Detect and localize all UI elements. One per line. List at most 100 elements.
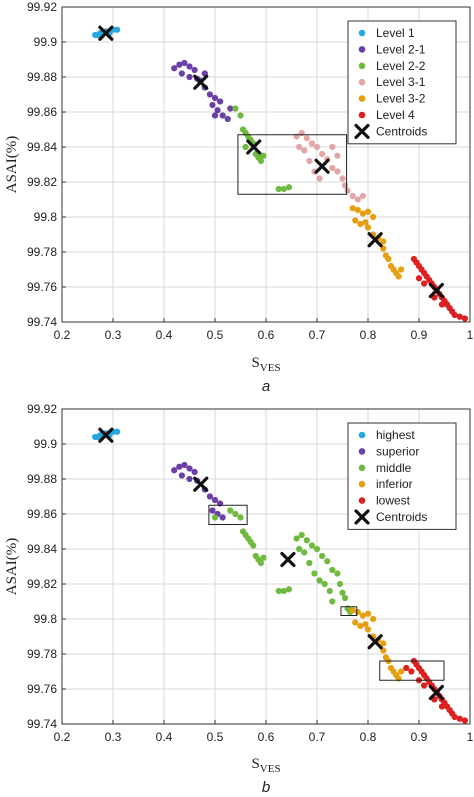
- data-point: [311, 570, 318, 577]
- y-tick-label: 99.8: [34, 210, 58, 224]
- data-point: [237, 112, 244, 119]
- x-tick-label: 0.5: [207, 730, 224, 744]
- data-point: [280, 587, 287, 595]
- data-point: [94, 433, 101, 441]
- y-axis-label: ASAI(%): [4, 538, 20, 596]
- x-axis-label: SVES: [251, 355, 280, 374]
- data-point: [329, 566, 336, 574]
- x-tick-label: 0.3: [105, 328, 122, 342]
- x-tick-label: 0.5: [207, 328, 224, 342]
- data-point: [334, 152, 341, 159]
- data-point: [357, 220, 364, 228]
- data-point: [324, 558, 331, 565]
- data-point: [421, 682, 428, 689]
- data-point: [206, 493, 213, 500]
- y-tick-label: 99.78: [27, 245, 57, 259]
- data-point: [354, 196, 361, 203]
- legend-label: Centroids: [376, 510, 427, 524]
- legend-label: Level 3-1: [376, 75, 426, 89]
- data-point: [398, 266, 405, 273]
- y-tick-label: 99.9: [34, 35, 58, 49]
- data-point: [257, 157, 264, 165]
- legend-marker: [358, 95, 366, 102]
- legend-label: Level 3-2: [376, 92, 426, 106]
- data-point: [308, 542, 315, 549]
- data-point: [285, 184, 293, 191]
- centroid-marker: [367, 232, 383, 248]
- y-tick-label: 99.9: [34, 437, 58, 451]
- centroid-stroke: [193, 476, 209, 492]
- centroid-stroke: [428, 282, 444, 299]
- legend-marker: [358, 448, 366, 455]
- data-point: [206, 91, 213, 98]
- data-point: [370, 615, 377, 623]
- x-tick-label: 0.4: [156, 730, 173, 744]
- x-axis-label: SVES: [251, 756, 280, 775]
- centroid-stroke: [367, 634, 383, 650]
- data-point: [329, 143, 336, 151]
- highlight-box: [340, 606, 358, 616]
- scatter-panel-b: 0.2 0.3 0.4 0.5 0.6 0.7 0.8 0.9 1 99.74 99.76 99.78…: [4, 402, 474, 796]
- panel-caption: b: [262, 779, 270, 796]
- centroid-stroke: [246, 139, 262, 155]
- data-point: [211, 112, 219, 119]
- data-point: [352, 217, 359, 224]
- data-point: [303, 135, 310, 142]
- data-point: [349, 607, 356, 614]
- series-middle: [211, 507, 354, 616]
- centroid-marker: [193, 74, 209, 90]
- legend-marker: [358, 46, 366, 53]
- data-point: [257, 559, 264, 567]
- x-tick-label: 0.7: [309, 328, 326, 342]
- data-point: [380, 640, 387, 647]
- data-point: [209, 101, 216, 109]
- data-point: [334, 570, 341, 577]
- legend-marker-stroke: [354, 509, 370, 525]
- legend-label: Level 2-2: [376, 59, 426, 73]
- data-point: [461, 315, 468, 322]
- data-point: [316, 175, 323, 182]
- data-point: [211, 496, 219, 504]
- data-point: [219, 514, 226, 521]
- data-point: [186, 465, 193, 472]
- x-tick-label: 0.4: [156, 328, 173, 342]
- legend-marker: [358, 78, 366, 86]
- data-point: [219, 112, 226, 119]
- data-point: [415, 275, 423, 282]
- data-point: [385, 255, 392, 263]
- data-point: [176, 463, 183, 470]
- legend: highest superior middle inferior lowest Centr…: [347, 422, 457, 530]
- centroid-marker: [98, 25, 114, 41]
- data-point: [357, 622, 364, 630]
- data-point: [451, 713, 458, 721]
- data-point: [227, 105, 234, 112]
- legend-marker-stroke: [354, 123, 370, 139]
- series-level-2-2: [232, 105, 293, 193]
- y-axis-label: ASAI(%): [4, 136, 20, 194]
- data-point: [364, 626, 372, 633]
- data-point: [186, 475, 193, 483]
- data-point: [344, 187, 351, 194]
- legend-marker: [358, 431, 366, 439]
- highlight-box: [208, 504, 248, 525]
- data-point: [339, 175, 346, 182]
- centroid-marker: [246, 139, 262, 155]
- centroid-marker: [428, 282, 444, 299]
- data-point: [113, 26, 121, 33]
- data-point: [303, 537, 310, 544]
- legend-marker: [354, 509, 370, 525]
- y-tick-label: 99.86: [27, 105, 57, 119]
- centroid-marker: [193, 476, 209, 492]
- x-tick-label: 1: [467, 730, 474, 744]
- data-point: [329, 164, 336, 172]
- centroid-stroke: [428, 684, 444, 701]
- y-tick-label: 99.88: [27, 70, 57, 84]
- data-point: [334, 168, 341, 175]
- x-tick-label: 0.8: [360, 328, 377, 342]
- centroid-marker: [314, 158, 330, 174]
- data-point: [313, 545, 321, 553]
- legend-marker: [358, 62, 366, 70]
- legend-label: inferior: [376, 477, 413, 491]
- data-point: [191, 468, 198, 476]
- y-tick-label: 99.74: [27, 717, 57, 731]
